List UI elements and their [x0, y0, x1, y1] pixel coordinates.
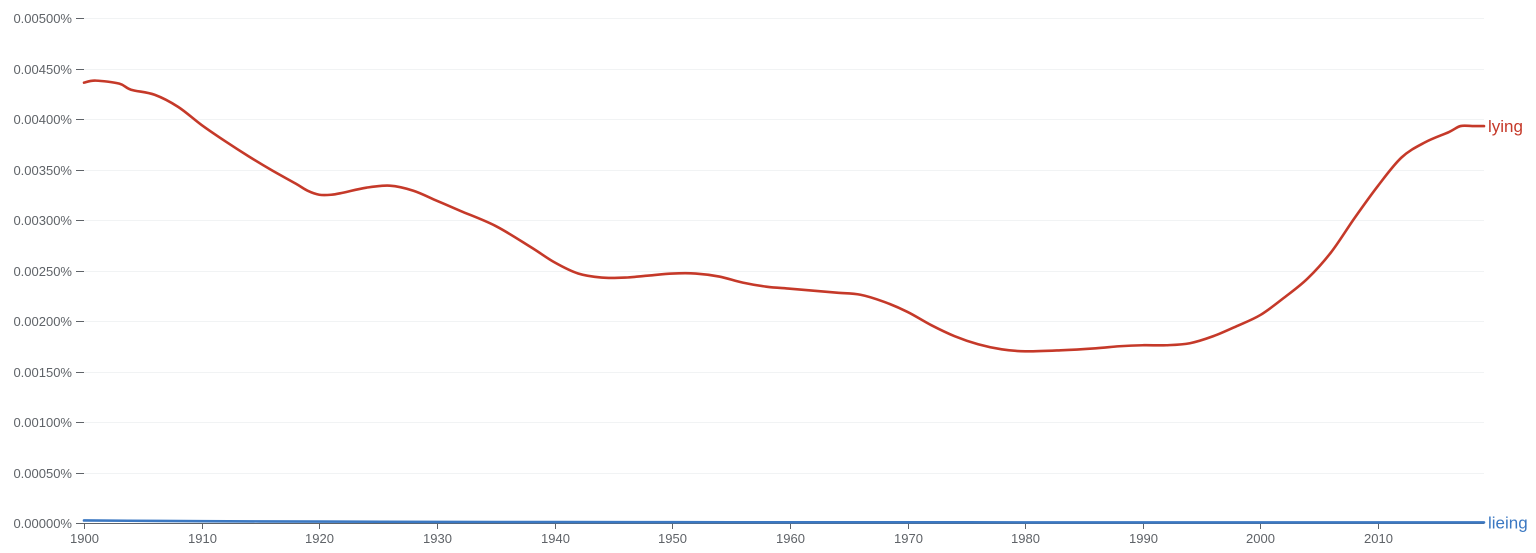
series-label-layer: lying lieing — [1488, 117, 1528, 532]
y-tick-label: 0.00350% — [13, 163, 72, 178]
y-tick-label: 0.00100% — [13, 415, 72, 430]
y-tick-label: 0.00200% — [13, 314, 72, 329]
x-tick-label: 1990 — [1129, 531, 1158, 546]
series-label-lying: lying — [1488, 117, 1523, 136]
x-tick-label: 2010 — [1364, 531, 1393, 546]
x-tick-label: 1960 — [776, 531, 805, 546]
y-tick-label: 0.00500% — [13, 11, 72, 26]
y-tick-label: 0.00300% — [13, 213, 72, 228]
y-tick-label: 0.00050% — [13, 466, 72, 481]
y-tick-label: 0.00150% — [13, 365, 72, 380]
x-tick-label: 1940 — [541, 531, 570, 546]
x-tick-label: 2000 — [1246, 531, 1275, 546]
x-tick-label: 1980 — [1011, 531, 1040, 546]
y-tick-label: 0.00400% — [13, 112, 72, 127]
series-layer — [82, 79, 1486, 524]
y-tick-label: 0.00250% — [13, 264, 72, 279]
y-tick-label: 0.00000% — [13, 516, 72, 531]
x-tick-label: 1970 — [894, 531, 923, 546]
x-tick-label: 1900 — [70, 531, 99, 546]
series-line-lying — [82, 79, 1486, 353]
x-tick-label: 1930 — [423, 531, 452, 546]
x-tick-label: 1920 — [305, 531, 334, 546]
series-label-lieing: lieing — [1488, 513, 1528, 532]
grid-layer — [84, 18, 1484, 474]
y-tick-label: 0.00450% — [13, 62, 72, 77]
x-tick-label: 1950 — [658, 531, 687, 546]
series-line-lieing — [82, 519, 1486, 524]
axis-layer: 0.00000% 0.00050% 0.00100% 0.00150% 0.00200%… — [13, 11, 1484, 546]
x-tick-label: 1910 — [188, 531, 217, 546]
